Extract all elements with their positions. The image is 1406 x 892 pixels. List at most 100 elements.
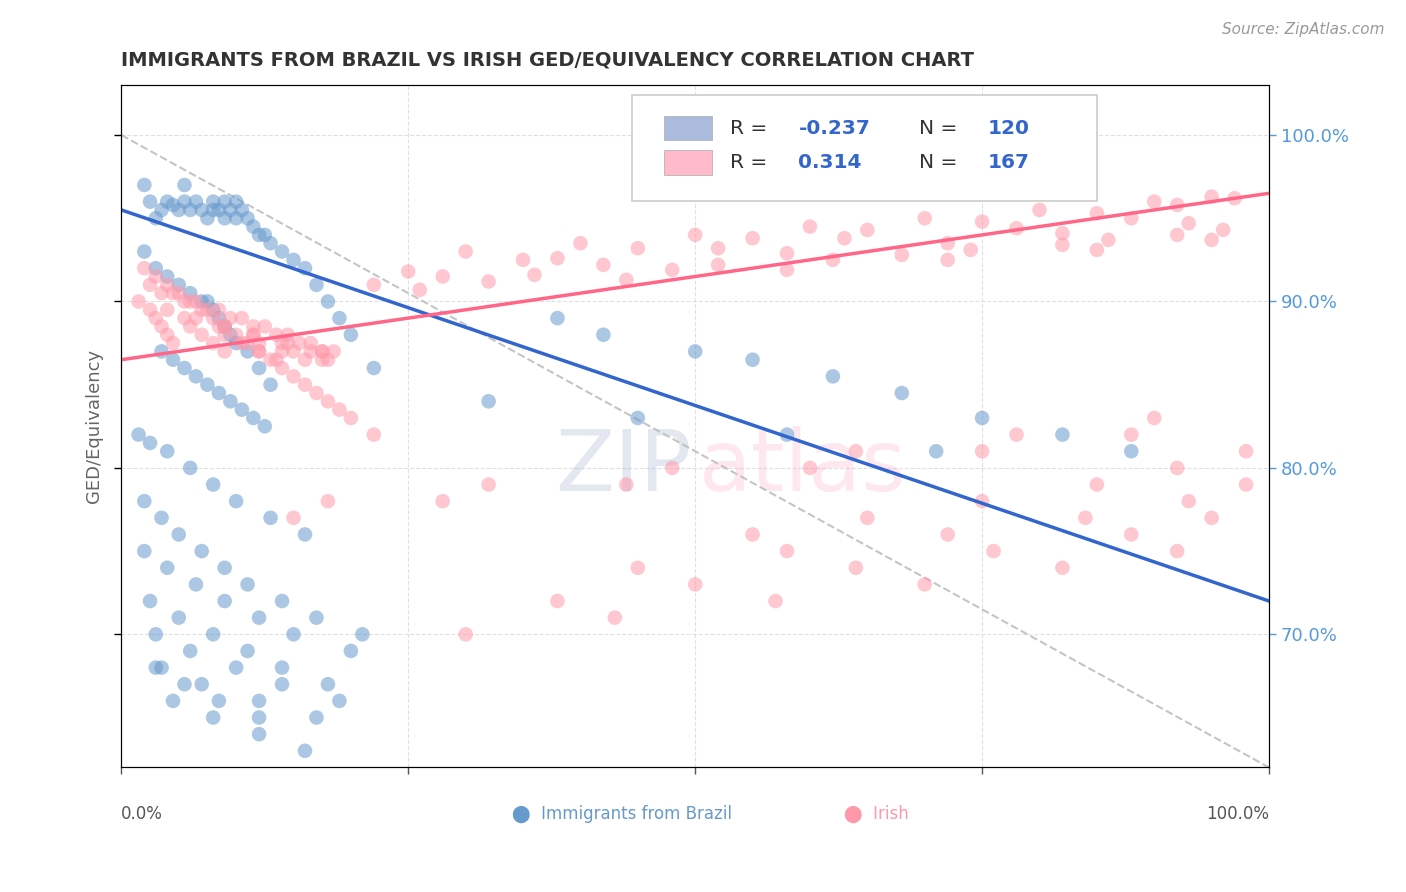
Point: [225, 194, 247, 209]
Point: [1005, 221, 1028, 235]
Point: [1121, 427, 1143, 442]
Point: [363, 361, 385, 376]
Point: [478, 275, 501, 289]
Point: [972, 214, 994, 228]
Point: [214, 319, 236, 334]
Point: [184, 194, 207, 209]
Point: [1028, 202, 1050, 217]
Point: [190, 294, 212, 309]
Point: [247, 727, 270, 741]
Point: [208, 302, 231, 317]
Point: [1074, 511, 1097, 525]
Point: [294, 377, 316, 392]
Point: [139, 302, 162, 317]
Point: [202, 336, 225, 351]
Point: [305, 610, 328, 624]
Point: [741, 527, 763, 541]
Point: [1166, 198, 1188, 212]
Point: [231, 311, 253, 326]
Point: [890, 248, 912, 262]
Point: [890, 386, 912, 401]
Point: [134, 178, 156, 192]
Point: [259, 511, 281, 525]
Point: [190, 202, 212, 217]
Point: [352, 627, 374, 641]
Text: R =: R =: [730, 153, 773, 172]
Text: IMMIGRANTS FROM BRAZIL VS IRISH GED/EQUIVALENCY CORRELATION CHART: IMMIGRANTS FROM BRAZIL VS IRISH GED/EQUI…: [121, 51, 974, 70]
Text: 167: 167: [988, 153, 1029, 172]
Point: [219, 311, 242, 326]
Point: [156, 327, 179, 342]
Point: [322, 344, 344, 359]
Point: [305, 386, 328, 401]
Point: [834, 231, 856, 245]
FancyBboxPatch shape: [664, 150, 713, 175]
Point: [1201, 511, 1223, 525]
Point: [266, 352, 288, 367]
Point: [271, 244, 294, 259]
Point: [776, 246, 799, 260]
Point: [208, 694, 231, 708]
Point: [208, 311, 231, 326]
Point: [1085, 243, 1108, 257]
Point: [311, 344, 333, 359]
Point: [134, 261, 156, 276]
Point: [173, 194, 195, 209]
Point: [247, 336, 270, 351]
Point: [184, 577, 207, 591]
Point: [247, 694, 270, 708]
Point: [173, 294, 195, 309]
Point: [173, 178, 195, 192]
Point: [799, 461, 821, 475]
Point: [741, 231, 763, 245]
Point: [925, 444, 948, 458]
Point: [197, 302, 219, 317]
Point: [162, 198, 184, 212]
Point: [271, 336, 294, 351]
Point: [214, 211, 236, 226]
Point: [202, 311, 225, 326]
Text: ZIP: ZIP: [555, 425, 692, 508]
Point: [799, 219, 821, 234]
Point: [1166, 227, 1188, 242]
Point: [219, 394, 242, 409]
Point: [162, 694, 184, 708]
Point: [202, 202, 225, 217]
Point: [294, 527, 316, 541]
Point: [179, 286, 201, 301]
Text: N =: N =: [920, 153, 963, 172]
Point: [134, 494, 156, 508]
Point: [432, 494, 454, 508]
Point: [1121, 444, 1143, 458]
Point: [156, 194, 179, 209]
Point: [139, 277, 162, 292]
Point: [167, 202, 190, 217]
Point: [145, 311, 167, 326]
Text: N =: N =: [920, 119, 963, 137]
Point: [190, 544, 212, 558]
Text: 0.0%: 0.0%: [121, 805, 163, 823]
Point: [242, 327, 264, 342]
Point: [707, 258, 730, 272]
Point: [288, 336, 311, 351]
Point: [1121, 211, 1143, 226]
Point: [150, 202, 173, 217]
Point: [454, 627, 477, 641]
Point: [145, 627, 167, 641]
Point: [856, 511, 879, 525]
Point: [156, 302, 179, 317]
Point: [208, 202, 231, 217]
Point: [236, 211, 259, 226]
Point: [214, 344, 236, 359]
Point: [197, 211, 219, 226]
Point: [856, 223, 879, 237]
Point: [271, 344, 294, 359]
Point: [603, 610, 626, 624]
Point: [231, 402, 253, 417]
Point: [179, 294, 201, 309]
Point: [512, 252, 534, 267]
Point: [271, 660, 294, 674]
Point: [271, 677, 294, 691]
Point: [225, 660, 247, 674]
Point: [134, 244, 156, 259]
